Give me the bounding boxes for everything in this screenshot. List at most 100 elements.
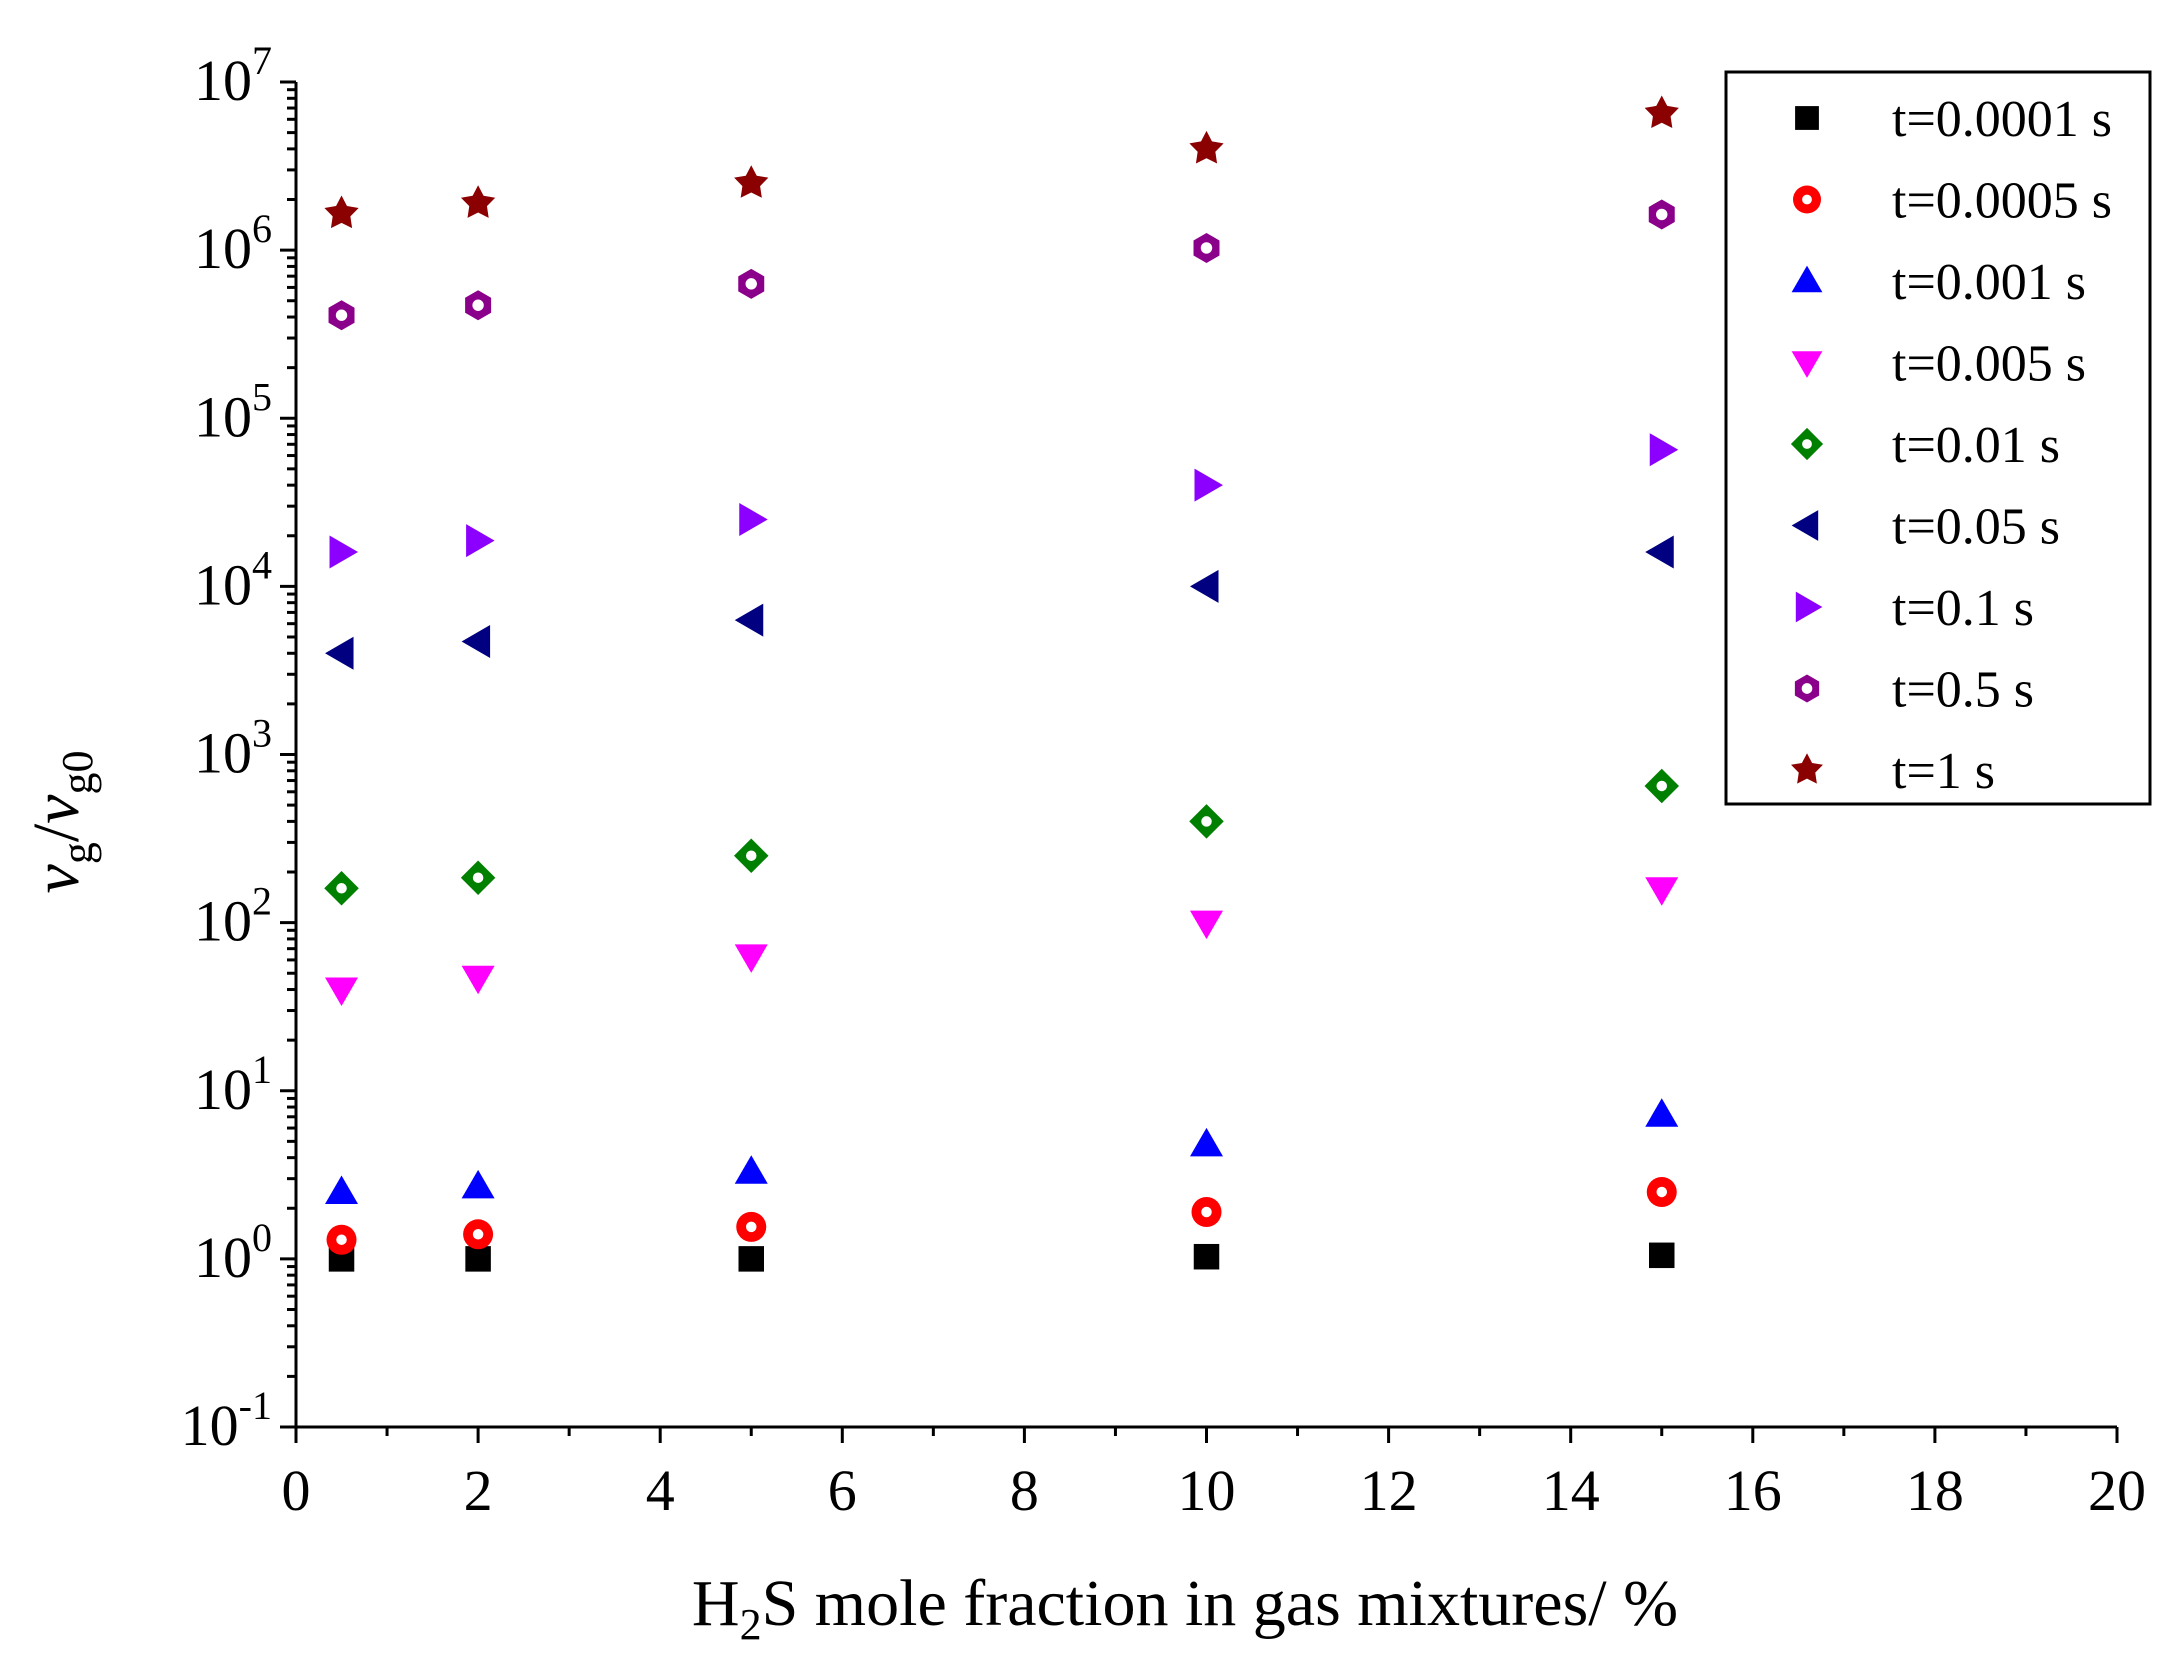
x-axis-title: H2S mole fraction in gas mixtures/ % (692, 1567, 1678, 1649)
data-point (329, 535, 359, 569)
data-point (460, 185, 496, 218)
data-point (739, 502, 768, 536)
legend-label: t=1 s (1892, 743, 1995, 800)
data-point (1645, 535, 1674, 569)
x-tick-label: 20 (2088, 1458, 2146, 1523)
data-point (1191, 1197, 1222, 1228)
y-tick-label: 100 (194, 1215, 272, 1290)
data-point (1645, 877, 1679, 906)
legend-label: t=0.1 s (1892, 580, 2034, 637)
data-point (460, 860, 496, 895)
data-point (734, 165, 769, 198)
data-point (1645, 1098, 1679, 1127)
y-tick-label: 102 (194, 879, 272, 954)
data-point (1649, 1242, 1675, 1269)
data-point (1189, 804, 1224, 839)
series-t-0-001-s (325, 1098, 1679, 1204)
x-axis-ticks: 0 2 4 6 8 10 12 14 16 18 20 (282, 1427, 2146, 1523)
y-tick-label: 107 (194, 38, 272, 113)
data-point (736, 1211, 767, 1242)
marker-center (1656, 208, 1668, 221)
data-points (324, 95, 1679, 1272)
legend-label: t=0.0001 s (1892, 91, 2112, 148)
data-point (324, 871, 359, 906)
y-tick-label: 106 (194, 206, 272, 281)
marker-center (1802, 439, 1812, 449)
marker-center (1656, 780, 1667, 792)
x-tick-label: 2 (464, 1458, 493, 1523)
data-point (734, 1155, 768, 1184)
legend-marker (1791, 265, 1823, 293)
data-point (328, 300, 355, 331)
marker-center (745, 278, 757, 290)
x-tick-label: 8 (1010, 1458, 1039, 1523)
y-tick-label: 103 (194, 711, 272, 786)
legend-marker (1790, 427, 1824, 461)
marker-center (1801, 683, 1813, 694)
legend-label: t=0.001 s (1892, 254, 2086, 311)
data-point (1193, 232, 1220, 263)
legend-marker (1791, 351, 1823, 378)
series-t-0-005-s (325, 877, 1679, 1007)
data-point (465, 1246, 491, 1272)
x-tick-label: 14 (1542, 1458, 1600, 1523)
data-point (466, 524, 495, 558)
y-axis-ticks: 10-1 100 101 102 103 104 105 106 107 (181, 38, 296, 1458)
legend-item: t=1 s (1791, 743, 1995, 800)
legend-marker (1795, 106, 1819, 130)
data-point (463, 1219, 494, 1250)
x-tick-label: 18 (1906, 1458, 1964, 1523)
y-tick-label: 101 (194, 1047, 272, 1122)
data-point (325, 1175, 359, 1204)
marker-center (1656, 1186, 1667, 1198)
series-t-0-05-s (325, 535, 1674, 670)
marker-center (746, 1221, 757, 1233)
data-point (1644, 95, 1679, 129)
y-tick-label: 104 (194, 542, 272, 617)
data-point (1190, 1127, 1223, 1157)
marker-center (1200, 242, 1213, 254)
marker-center (472, 1229, 484, 1240)
data-point (734, 603, 764, 637)
data-point (465, 290, 492, 321)
data-point (738, 268, 765, 299)
legend-label: t=0.01 s (1892, 417, 2060, 474)
data-point (461, 625, 491, 659)
legend-marker (1791, 510, 1819, 541)
marker-center (472, 872, 484, 883)
data-point (324, 195, 359, 229)
marker-center (1201, 816, 1212, 827)
y-tick-label: 105 (194, 374, 272, 449)
data-point (325, 977, 359, 1007)
marker-center (336, 883, 347, 894)
legend-item: t=0.0001 s (1795, 91, 2112, 148)
data-point (734, 944, 768, 973)
marker-center (335, 309, 348, 321)
data-point (1649, 433, 1679, 467)
y-tick-label: 10-1 (181, 1383, 272, 1458)
legend-item: t=0.5 s (1794, 662, 2034, 719)
legend-marker (1795, 591, 1823, 623)
legend-marker (1791, 753, 1823, 784)
data-point (1646, 1176, 1677, 1207)
data-point (1190, 910, 1223, 940)
series-t-0-01-s (324, 768, 1679, 906)
series-t-1-s (324, 95, 1679, 229)
data-point (325, 636, 354, 670)
x-tick-label: 12 (1360, 1458, 1418, 1523)
data-point (1644, 768, 1679, 804)
legend-label: t=0.0005 s (1892, 173, 2112, 230)
data-point (461, 1169, 495, 1199)
legend: t=0.0001 s t=0.0005 s t=0.001 s t=0.005 s t=… (1724, 70, 2152, 806)
data-point (1193, 1243, 1220, 1270)
series-t-0-5-s (328, 199, 1675, 331)
legend-label: t=0.005 s (1892, 336, 2086, 393)
data-point (1194, 468, 1223, 502)
data-point (461, 965, 495, 995)
marker-center (1802, 194, 1812, 205)
x-tick-label: 6 (828, 1458, 857, 1523)
marker-center (746, 850, 757, 861)
x-tick-label: 16 (1724, 1458, 1782, 1523)
